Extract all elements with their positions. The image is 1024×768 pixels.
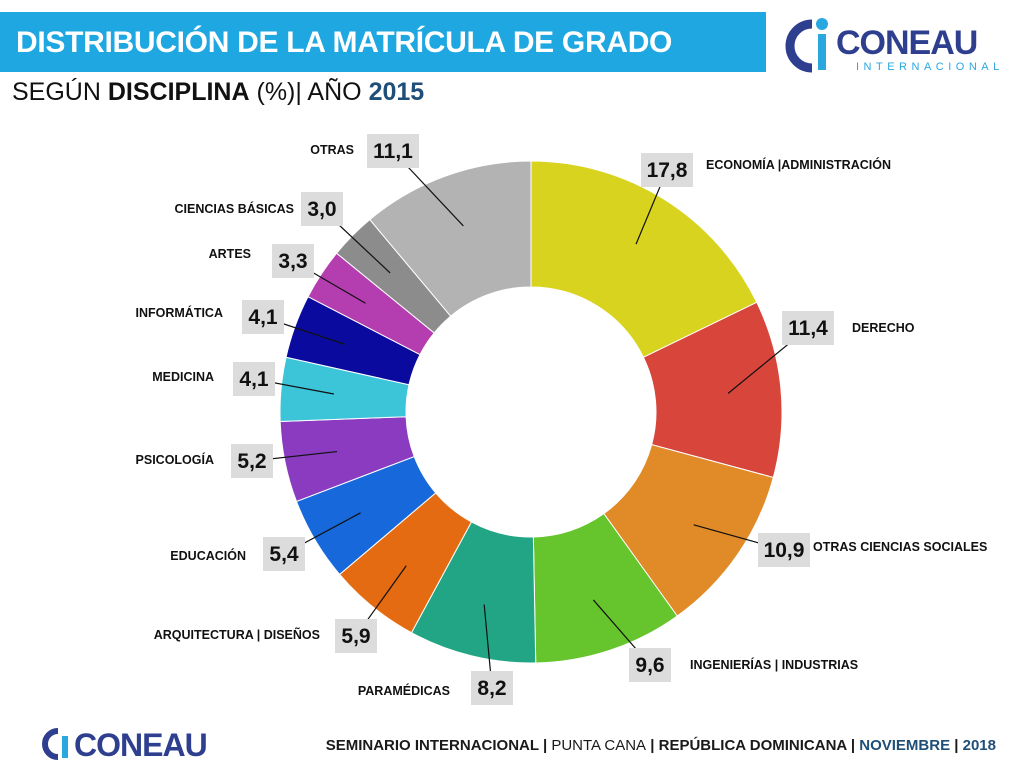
coneau-logo-top: CONEAU INTERNACIONAL — [785, 18, 1004, 73]
category-label-4: PARAMÉDICAS — [358, 683, 450, 698]
value-box-7 — [231, 444, 273, 478]
footer-month: NOVIEMBRE — [859, 737, 951, 754]
value-box-9 — [242, 300, 284, 334]
subtitle-bold: DISCIPLINA — [107, 78, 250, 106]
value-box-5 — [335, 619, 377, 653]
value-box-12 — [367, 134, 419, 168]
footer-sep-3: | — [846, 737, 860, 754]
value-box-3 — [629, 648, 671, 682]
footer-sep-2: | — [646, 737, 659, 754]
title-bar: DISTRIBUCIÓN DE LA MATRÍCULA DE GRADO — [0, 12, 766, 72]
subtitle-prefix: SEGÚN — [12, 78, 108, 106]
category-label-9: INFORMÁTICA — [136, 305, 224, 320]
logo-bar — [818, 34, 826, 70]
logo-dot — [816, 18, 828, 30]
footer-event: SEMINARIO INTERNACIONAL — [325, 737, 539, 754]
value-box-10 — [272, 244, 314, 278]
value-label-11: 3,0 — [307, 198, 336, 221]
value-box-11 — [301, 192, 343, 226]
slice-12 — [369, 160, 532, 317]
category-label-8: MEDICINA — [152, 370, 214, 384]
logo-top-sub: INTERNACIONAL — [856, 61, 1004, 73]
footer-country: REPÚBLICA DOMINICANA — [658, 737, 847, 754]
value-label-3: 9,6 — [635, 654, 664, 677]
value-box-6 — [263, 537, 305, 571]
subtitle-year: 2015 — [368, 78, 425, 106]
category-label-2: OTRAS CIENCIAS SOCIALES — [813, 540, 987, 554]
value-box-1 — [782, 311, 834, 345]
value-label-5: 5,9 — [341, 625, 370, 648]
value-label-0: 17,8 — [647, 159, 688, 182]
logo-bottom-c-mark — [42, 728, 59, 760]
category-label-11: CIENCIAS BÁSICAS — [175, 201, 294, 216]
value-label-7: 5,2 — [237, 450, 266, 473]
chart-slices — [279, 160, 783, 664]
page-subtitle: SEGÚN DISCIPLINA (%)| AÑO 2015 — [12, 78, 424, 107]
logo-bottom-bar — [62, 736, 68, 758]
category-label-1: DERECHO — [852, 321, 915, 335]
category-label-12: OTRAS — [310, 143, 354, 157]
value-box-4 — [471, 671, 513, 705]
footer-sep-4: | — [950, 737, 963, 754]
category-label-5: ARQUITECTURA | DISEÑOS — [154, 627, 320, 642]
footer-sep-1: | — [538, 737, 552, 754]
slice-0 — [530, 160, 758, 359]
value-box-8 — [233, 362, 275, 396]
footer: SEMINARIO INTERNACIONAL | PUNTA CANA | R… — [326, 737, 996, 754]
value-label-10: 3,3 — [278, 250, 307, 273]
value-label-9: 4,1 — [248, 306, 278, 329]
footer-year: 2018 — [962, 737, 996, 754]
subtitle-middle: (%)| AÑO — [249, 78, 369, 106]
value-label-1: 11,4 — [788, 317, 828, 340]
page-title: DISTRIBUCIÓN DE LA MATRÍCULA DE GRADO — [16, 26, 673, 59]
value-box-0 — [641, 153, 693, 187]
category-label-7: PSICOLOGÍA — [136, 452, 214, 467]
footer-place: PUNTA CANA — [551, 737, 647, 754]
category-label-0: ECONOMÍA |ADMINISTRACIÓN — [706, 157, 891, 172]
value-label-2: 10,9 — [764, 539, 805, 562]
value-label-6: 5,4 — [269, 543, 299, 566]
value-label-4: 8,2 — [477, 677, 506, 700]
value-box-2 — [758, 533, 810, 567]
logo-bottom-name: CONEAU — [74, 727, 207, 762]
value-label-8: 4,1 — [239, 368, 269, 391]
category-label-3: INGENIERÍAS | INDUSTRIAS — [690, 657, 858, 672]
category-label-10: ARTES — [209, 247, 251, 261]
value-label-12: 11,1 — [373, 140, 413, 163]
coneau-logo-bottom: CONEAU — [42, 727, 208, 762]
logo-top-name: CONEAU — [836, 24, 977, 62]
category-label-6: EDUCACIÓN — [170, 548, 246, 563]
chart-labels: 17,8 ECONOMÍA |ADMINISTRACIÓN 11,4 DERECHO 1… — [136, 134, 987, 705]
logo-c-mark — [785, 19, 813, 73]
